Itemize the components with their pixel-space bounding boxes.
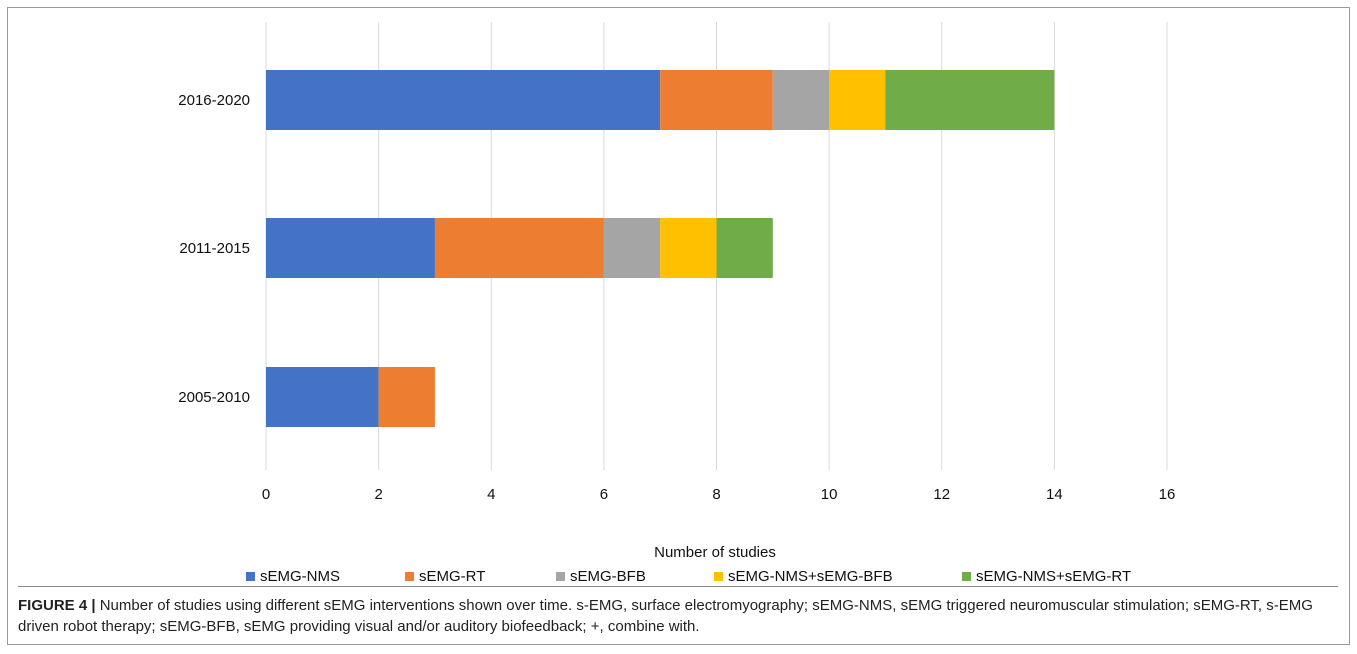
bar-segment (266, 218, 435, 278)
legend-label: sEMG-NMS+sEMG-RT (976, 568, 1131, 585)
bar-segment (716, 218, 773, 278)
caption-text: Number of studies using different sEMG i… (18, 597, 1313, 635)
x-tick-label: 12 (933, 486, 950, 503)
legend-swatch (405, 572, 414, 581)
bar-segment (829, 70, 886, 130)
legend-swatch (714, 572, 723, 581)
caption-label: FIGURE 4 | (18, 597, 96, 614)
bar-segment (603, 218, 661, 278)
category-label: 2016-2020 (178, 92, 250, 109)
bar-segment (885, 70, 1055, 130)
x-tick-label: 14 (1046, 486, 1063, 503)
x-tick-label: 16 (1159, 486, 1176, 503)
stacked-bar-chart: 2016-2020 2011-2015 2005-2010 0 2 4 6 8 10 12 14 1… (178, 22, 1176, 585)
legend-swatch (962, 572, 971, 581)
category-labels: 2016-2020 2011-2015 2005-2010 (178, 92, 250, 406)
x-axis-label: Number of studies (654, 544, 776, 561)
x-tick-label: 10 (821, 486, 838, 503)
category-label: 2011-2015 (179, 240, 250, 257)
bar-segment (434, 218, 604, 278)
bar-segment (660, 218, 717, 278)
x-tick-label: 6 (600, 486, 608, 503)
x-tick-label: 8 (712, 486, 720, 503)
bar-segment (660, 70, 773, 130)
figure-caption: FIGURE 4 | Number of studies using diffe… (18, 586, 1338, 637)
bar-segment (378, 367, 435, 427)
x-tick-label: 2 (374, 486, 382, 503)
legend-label: sEMG-RT (419, 568, 485, 585)
legend: sEMG-NMS sEMG-RT sEMG-BFB sEMG-NMS+sEMG-BFB… (246, 568, 1131, 585)
legend-swatch (246, 572, 255, 581)
legend-swatch (556, 572, 565, 581)
x-tick-label: 4 (487, 486, 495, 503)
bar-segment (266, 70, 661, 130)
bars (266, 70, 1055, 427)
figure-frame (7, 7, 1350, 645)
legend-label: sEMG-BFB (570, 568, 646, 585)
bar-segment (772, 70, 830, 130)
x-tick-labels: 0 2 4 6 8 10 12 14 16 (262, 486, 1176, 503)
legend-label: sEMG-NMS (260, 568, 340, 585)
category-label: 2005-2010 (178, 389, 250, 406)
legend-label: sEMG-NMS+sEMG-BFB (728, 568, 893, 585)
x-tick-label: 0 (262, 486, 270, 503)
bar-segment (266, 367, 379, 427)
